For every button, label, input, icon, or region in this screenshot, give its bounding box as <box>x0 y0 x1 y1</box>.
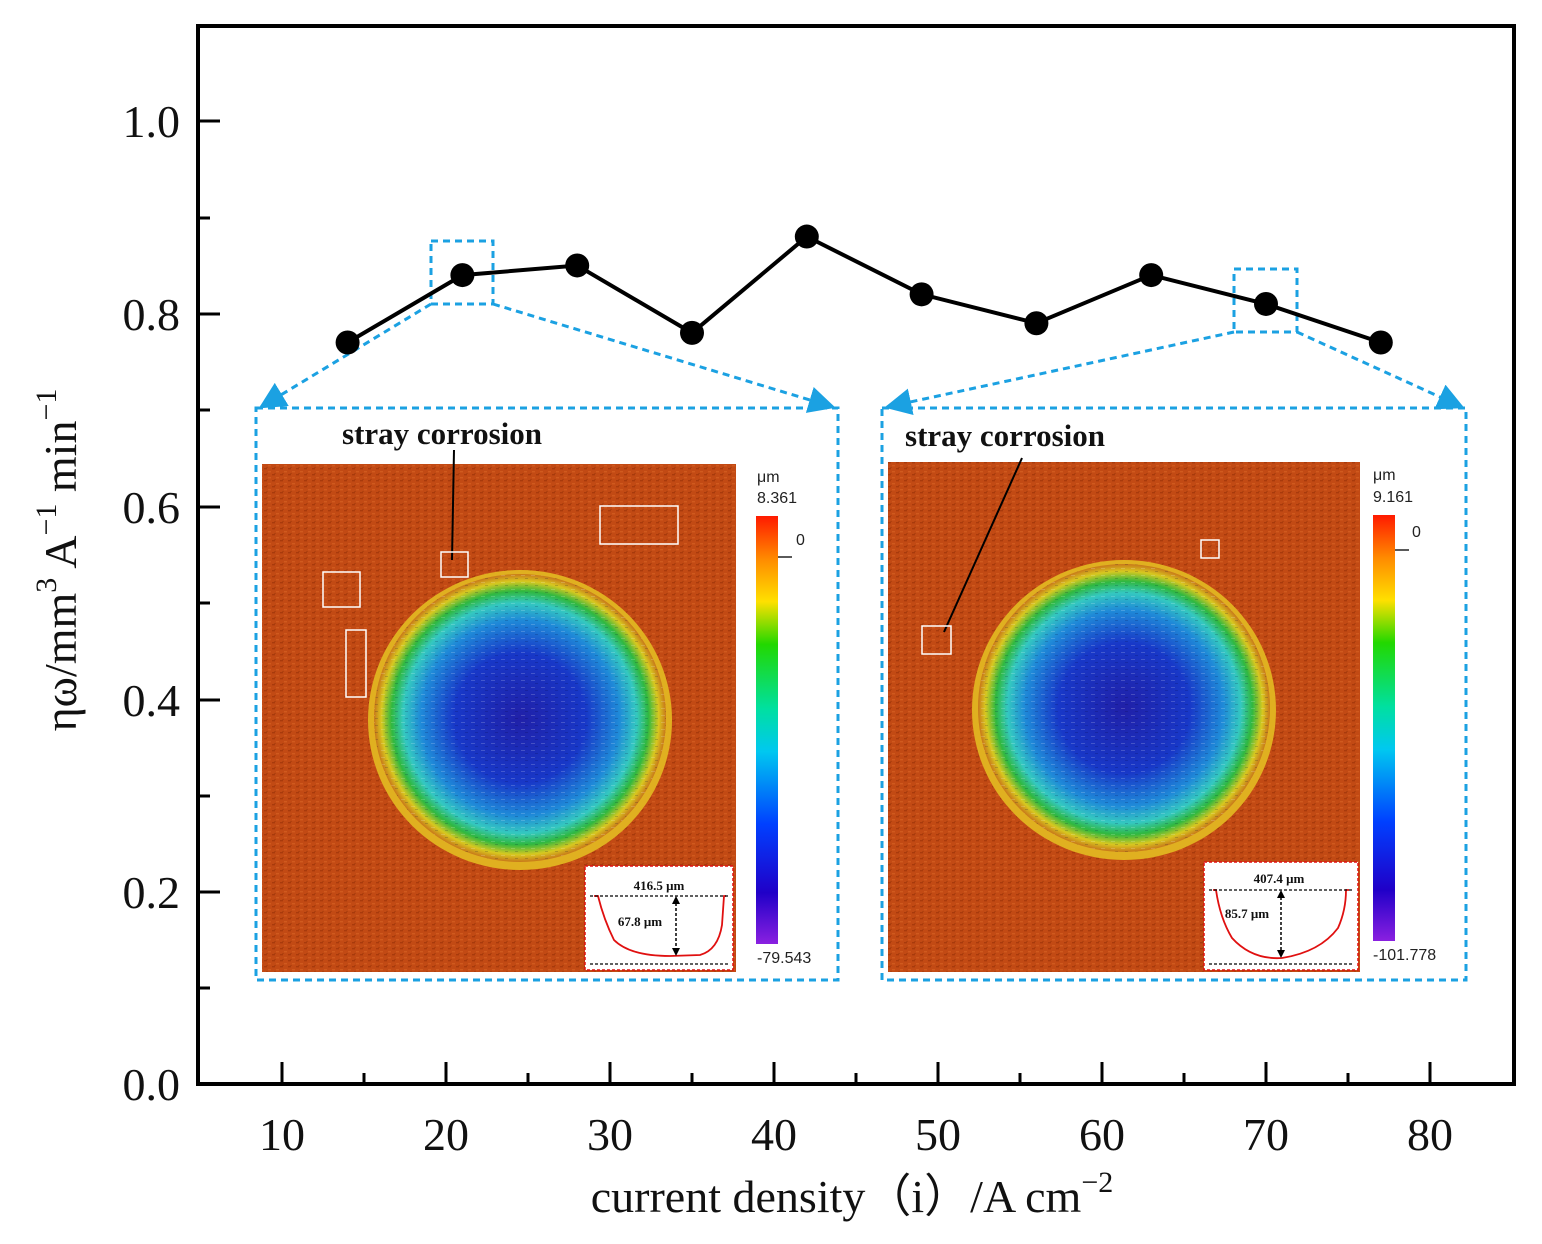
annotation-box <box>322 571 361 608</box>
annotation-box <box>1200 539 1220 559</box>
highlight-box <box>1232 267 1299 334</box>
profile-inset: 416.5 μm 67.8 μm <box>584 865 734 971</box>
data-point <box>680 320 704 345</box>
y-axis-title-sup: −1 <box>30 504 63 536</box>
data-point <box>1254 291 1278 316</box>
data-point <box>1024 311 1049 336</box>
x-tick-label: 60 <box>1079 1109 1125 1160</box>
y-tick-label: 0.8 <box>123 289 181 340</box>
annotation-box <box>599 505 679 545</box>
connector-arrow <box>258 302 432 409</box>
y-axis-title: ηω/mm3 A−1 min−1 <box>30 389 86 732</box>
x-axis-ticks <box>280 1062 1432 1084</box>
highlight-connectors <box>258 239 1465 416</box>
connector-arrow <box>492 302 836 413</box>
y-tick-label: 0.4 <box>123 675 181 726</box>
data-point <box>909 282 934 307</box>
annotation-leader <box>943 457 1023 633</box>
series-line <box>346 234 1382 345</box>
colorbar-min: -101.778 <box>1373 947 1436 964</box>
data-point <box>1139 263 1164 288</box>
colorbar: μm 8.361 0 -79.543 <box>756 469 811 967</box>
profile-depth-label: 67.8 μm <box>618 914 662 929</box>
data-point <box>1368 330 1393 355</box>
x-axis-labels: 10 20 30 40 50 60 70 80 <box>259 1109 1453 1160</box>
y-axis-title-sup: 3 <box>30 578 63 593</box>
stray-corrosion-label: stray corrosion <box>905 418 1105 453</box>
annotation-box <box>345 629 367 698</box>
x-tick-label: 50 <box>915 1109 961 1160</box>
annotation-box <box>440 551 469 578</box>
annotation-leader <box>451 449 455 561</box>
y-tick-label: 0.0 <box>123 1059 181 1110</box>
colorbar-unit: μm <box>1373 467 1396 484</box>
x-tick-label: 20 <box>423 1109 469 1160</box>
connector-arrow <box>884 330 1235 416</box>
inset-right: stray corrosion μm 9.161 0 -101.778 407.… <box>880 406 1468 982</box>
y-tick-label: 0.6 <box>123 482 181 533</box>
data-point <box>450 263 475 288</box>
connector-arrow <box>1296 330 1465 410</box>
x-tick-label: 80 <box>1407 1109 1453 1160</box>
x-axis-title: current density（i）/A cm−2 <box>591 1166 1114 1222</box>
y-axis-title-sup: −1 <box>30 389 63 421</box>
x-axis-title-sup: −2 <box>1081 1166 1113 1199</box>
colorbar-zero: 0 <box>1412 524 1421 541</box>
y-axis-ticks <box>198 119 220 1086</box>
profile-width-label: 407.4 μm <box>1254 871 1305 886</box>
colorbar-max: 8.361 <box>757 490 797 507</box>
x-axis-title-main: current density（i）/A cm <box>591 1171 1082 1222</box>
y-axis-title-part: A <box>35 536 86 578</box>
x-tick-label: 30 <box>587 1109 633 1160</box>
profile-inset: 407.4 μm 85.7 μm <box>1203 861 1359 971</box>
surface-map <box>262 464 736 972</box>
data-point <box>794 224 819 249</box>
data-point <box>565 253 590 278</box>
colorbar: μm 9.161 0 -101.778 <box>1373 467 1436 964</box>
y-axis-labels: 0.0 0.2 0.4 0.6 0.8 1.0 <box>123 96 181 1110</box>
y-tick-label: 1.0 <box>123 96 181 147</box>
y-axis-title-part: ηω/mm <box>35 592 86 731</box>
profile-width-label: 416.5 μm <box>634 878 685 893</box>
profile-depth-label: 85.7 μm <box>1225 906 1269 921</box>
profile-curve <box>1213 889 1349 960</box>
x-tick-label: 70 <box>1243 1109 1289 1160</box>
data-point <box>335 330 360 355</box>
y-tick-label: 0.2 <box>123 867 181 918</box>
colorbar-zero: 0 <box>796 532 805 549</box>
y-axis-title-part: min <box>35 421 86 504</box>
stray-corrosion-label: stray corrosion <box>342 416 542 451</box>
x-tick-label: 10 <box>259 1109 305 1160</box>
annotation-box <box>921 625 952 655</box>
highlight-box <box>429 239 495 306</box>
profile-curve <box>594 895 726 957</box>
colorbar-min: -79.543 <box>757 950 811 967</box>
series-layer <box>335 224 1393 355</box>
colorbar-unit: μm <box>757 469 780 486</box>
x-tick-label: 40 <box>751 1109 797 1160</box>
colorbar-max: 9.161 <box>1373 489 1413 506</box>
inset-left: stray corrosion μm 8.361 0 -79.543 4 <box>254 406 840 982</box>
